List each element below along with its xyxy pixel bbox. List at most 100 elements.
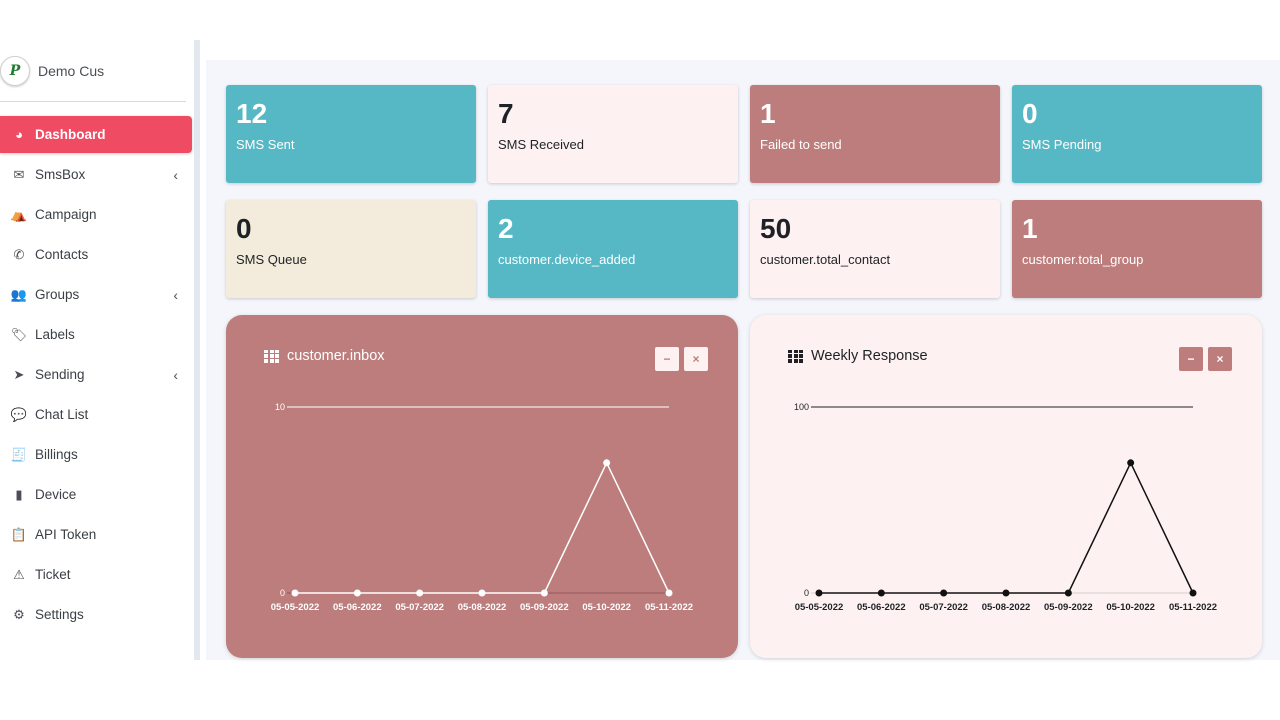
stat-label: SMS Sent [236, 137, 295, 152]
data-point [1064, 589, 1072, 597]
minimize-button[interactable]: − [655, 347, 679, 371]
paper-plane-icon: ➤ [13, 366, 25, 382]
stat-label: customer.total_contact [760, 252, 891, 267]
x-tick-label: 05-09-2022 [1044, 602, 1093, 613]
panel-title: customer.inbox [264, 348, 385, 364]
comments-icon: 💬 [10, 406, 28, 422]
table-icon [264, 349, 279, 363]
campground-icon: ⛺ [10, 206, 28, 222]
x-tick-label: 05-05-2022 [795, 602, 844, 613]
data-point [877, 589, 885, 597]
sidebar-item-label: Billings [35, 447, 78, 462]
panel-title: Weekly Response [788, 348, 928, 364]
sidebar-item-dashboard[interactable]: ◕ Dashboard [0, 116, 192, 153]
brand-logo: P [0, 55, 30, 86]
stat-value: 0 [1022, 98, 1038, 129]
stat-label: customer.device_added [498, 252, 636, 267]
stat-card: 0 SMS Pending [1012, 85, 1262, 183]
mobile-icon: ▮ [15, 486, 23, 502]
x-tick-label: 05-11-2022 [1169, 602, 1217, 613]
sidebar-item-label: Ticket [35, 567, 71, 582]
brand-logo-text: P [9, 62, 21, 79]
close-button[interactable]: × [684, 347, 708, 371]
data-point [478, 589, 486, 597]
chevron-left-icon[interactable]: ‹ [173, 366, 178, 383]
sidebar-item-groups[interactable]: 👥 Groups ‹ [0, 276, 192, 313]
data-point [291, 589, 299, 597]
chevron-left-icon[interactable]: ‹ [173, 286, 178, 303]
clipboard-icon: 📋 [10, 526, 28, 542]
x-tick-label: 05-06-2022 [857, 602, 906, 613]
sidebar-item-billings[interactable]: 🧾 Billings [0, 436, 192, 473]
series-line [295, 461, 670, 594]
data-point [353, 589, 361, 597]
panel-title-text: customer.inbox [287, 348, 385, 364]
x-tick-label: 05-09-2022 [520, 602, 569, 613]
line-chart: 100 0 05-05-2022 05-06-2022 05-07-2022 05-08-… [794, 402, 1217, 613]
data-point [665, 589, 673, 597]
brand[interactable]: P Demo Cus [0, 40, 186, 102]
stat-label: SMS Pending [1022, 137, 1102, 152]
sidebar-item-label: Device [35, 487, 77, 502]
stat-card: 12 SMS Sent [226, 85, 476, 183]
minimize-button[interactable]: − [1179, 347, 1203, 371]
stat-label: Failed to send [760, 137, 842, 152]
phone-icon: ✆ [13, 246, 25, 262]
sidebar-item-device[interactable]: ▮ Device [0, 476, 192, 513]
close-button[interactable]: × [1208, 347, 1232, 371]
sidebar-item-chat-list[interactable]: 💬 Chat List [0, 396, 192, 433]
cog-icon: ⚙ [13, 606, 25, 622]
sidebar-item-label: Dashboard [35, 127, 106, 142]
data-point [815, 589, 823, 597]
panel-tools: − × [1179, 347, 1232, 371]
stat-label: SMS Queue [236, 252, 307, 267]
stat-card: 0 SMS Queue [226, 200, 476, 298]
stat-card: 1 Failed to send [750, 85, 1000, 183]
tag-icon: 🏷 [10, 326, 28, 342]
stat-card: 50 customer.total_contact [750, 200, 1000, 298]
users-icon: 👥 [10, 286, 28, 302]
panel-tools: − × [655, 347, 708, 371]
y-tick-label: 10 [275, 402, 285, 412]
sidebar-item-settings[interactable]: ⚙ Settings [0, 596, 192, 633]
data-point [940, 589, 948, 597]
sidebar-item-sending[interactable]: ➤ Sending ‹ [0, 356, 192, 393]
x-tick-label: 05-10-2022 [1106, 602, 1155, 613]
sidebar: P Demo Cus ◕ Dashboard ✉ SmsBox ‹ ⛺ Campaign ✆ C… [0, 40, 200, 660]
stat-value: 12 [236, 98, 268, 129]
sidebar-item-label: API Token [35, 527, 97, 542]
sidebar-item-smsbox[interactable]: ✉ SmsBox ‹ [0, 156, 192, 193]
sidebar-item-campaign[interactable]: ⛺ Campaign [0, 196, 192, 233]
stat-value: 7 [498, 98, 514, 129]
sidebar-item-label: Settings [35, 607, 84, 622]
x-tick-label: 05-06-2022 [333, 602, 382, 613]
stat-value: 1 [760, 98, 776, 129]
stat-value: 1 [1022, 213, 1038, 244]
x-tick-label: 05-10-2022 [582, 602, 631, 613]
series-line [819, 461, 1194, 594]
data-point [540, 589, 548, 597]
warning-icon: ⚠ [13, 566, 25, 582]
invoice-icon: 🧾 [10, 446, 28, 462]
sidebar-item-labels[interactable]: 🏷 Labels [0, 316, 192, 353]
chart-panel: Weekly Response − × 100 0 05-05-2022 05-06-202… [750, 315, 1262, 658]
sidebar-item-label: Campaign [35, 207, 97, 222]
dashboard-main: 12 SMS Sent 7 SMS Received 1 Failed to send 0 S… [206, 60, 1280, 660]
y-tick-label: 0 [280, 588, 285, 598]
sidebar-item-label: Groups [35, 287, 80, 302]
sidebar-item-contacts[interactable]: ✆ Contacts [0, 236, 192, 273]
stat-value: 0 [236, 213, 252, 244]
panel-title-text: Weekly Response [811, 348, 928, 364]
x-tick-label: 05-07-2022 [919, 602, 968, 613]
data-point [416, 589, 424, 597]
y-tick-label: 100 [794, 402, 809, 412]
sidebar-item-label: Labels [35, 327, 75, 342]
sidebar-item-ticket[interactable]: ⚠ Ticket [0, 556, 192, 593]
chevron-left-icon[interactable]: ‹ [173, 166, 178, 183]
brand-name: Demo Cus [38, 62, 105, 79]
stat-label: SMS Received [498, 137, 584, 152]
sidebar-item-api-token[interactable]: 📋 API Token [0, 516, 192, 553]
sidebar-item-label: Chat List [35, 407, 89, 422]
x-tick-label: 05-08-2022 [458, 602, 507, 613]
